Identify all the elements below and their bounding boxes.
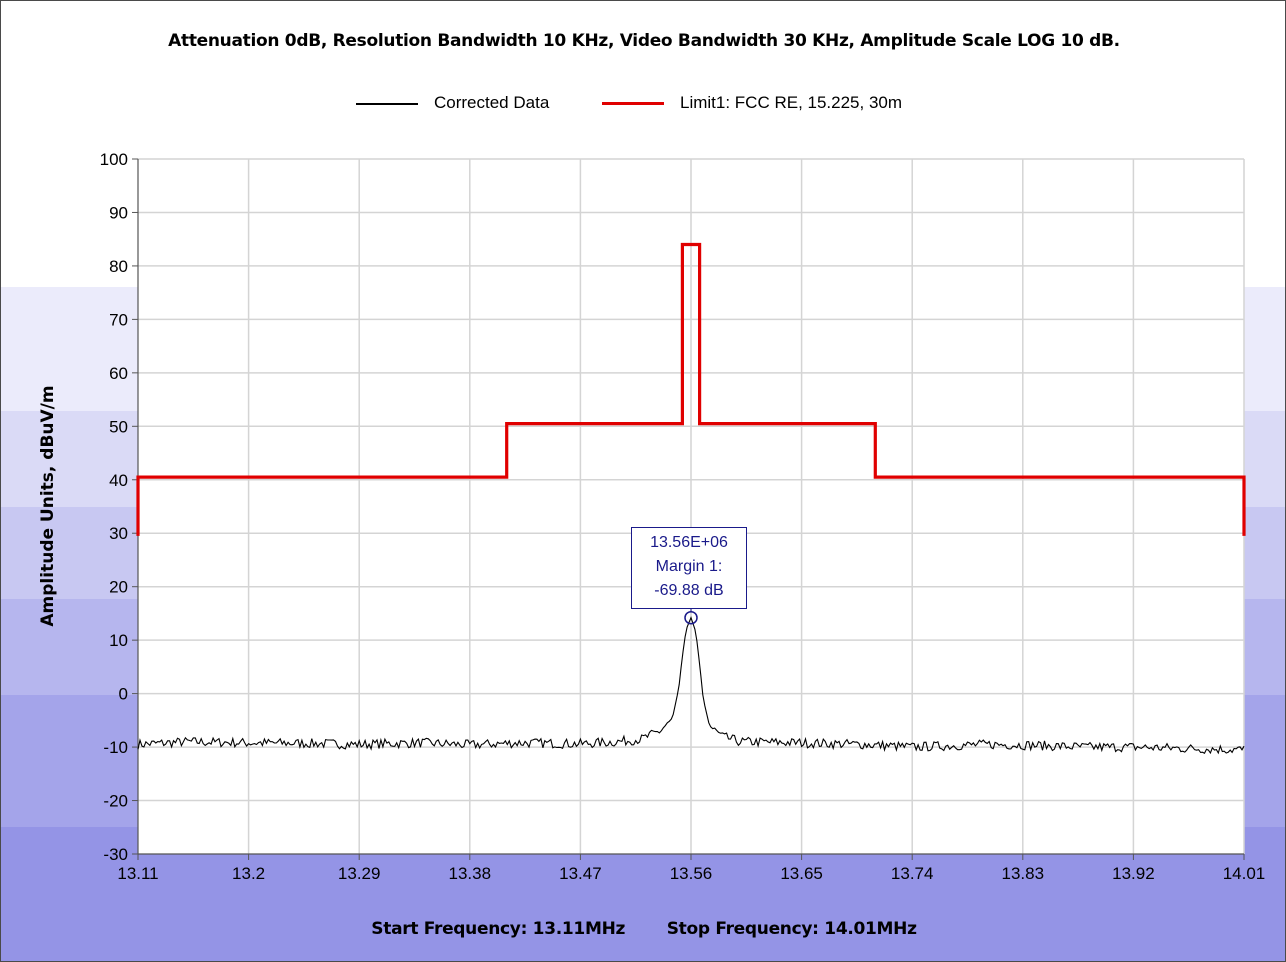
annotation-margin-value: -69.88 dB [654, 582, 724, 599]
x-tick-label: 13.74 [891, 864, 934, 883]
annotation-frequency: 13.56E+06 [650, 534, 728, 551]
x-tick-label: 14.01 [1223, 864, 1266, 883]
legend-label-corrected-data: Corrected Data [434, 93, 550, 112]
y-tick-label: 90 [109, 203, 128, 222]
x-tick-label: 13.11 [117, 864, 158, 883]
chart-title: Attenuation 0dB, Resolution Bandwidth 10… [168, 31, 1120, 51]
y-tick-label: 40 [109, 471, 128, 490]
legend-label-limit1: Limit1: FCC RE, 15.225, 30m [680, 93, 903, 112]
stop-frequency: Stop Frequency: 14.01MHz [666, 919, 917, 939]
y-tick-label: 20 [109, 578, 128, 597]
y-tick-label: 100 [100, 150, 128, 169]
y-tick-label: 60 [109, 364, 128, 383]
y-tick-label: 10 [109, 631, 128, 650]
y-tick-label: 70 [109, 310, 128, 329]
series-limit1 [136, 242, 1246, 536]
x-tick-label: 13.47 [559, 864, 602, 883]
y-tick-label: -20 [103, 792, 128, 811]
marker-layer [684, 609, 698, 625]
x-tick-label: 13.2 [232, 864, 265, 883]
y-tick-label: 0 [119, 685, 128, 704]
y-tick-label: 30 [109, 524, 128, 543]
y-tick-label: 50 [109, 417, 128, 436]
x-tick-label: 13.65 [780, 864, 823, 883]
margin-annotation: 13.56E+06 Margin 1: -69.88 dB [631, 527, 747, 609]
y-tick-label: 80 [109, 257, 128, 276]
series-corrected-data [137, 616, 1245, 755]
x-tick-label: 13.83 [1002, 864, 1045, 883]
x-tick-label: 13.56 [670, 864, 713, 883]
tick-labels: 13.11 13.2 13.29 13.38 13.47 13.56 13.65 13.74 1… [100, 150, 1266, 883]
y-tick-label: -30 [103, 845, 128, 864]
y-tick-label: -10 [103, 738, 128, 757]
x-tick-label: 13.38 [449, 864, 492, 883]
frequency-footer: Start Frequency: 13.11MHz Stop Frequency… [1, 919, 1285, 939]
legend-swatch-corrected-data [356, 103, 418, 105]
legend-swatch-limit1 [602, 102, 664, 105]
x-tick-label: 13.92 [1112, 864, 1155, 883]
start-frequency: Start Frequency: 13.11MHz [371, 919, 626, 939]
annotation-margin-label: Margin 1: [655, 558, 723, 575]
series-layer [136, 242, 1246, 755]
x-tick-label: 13.29 [338, 864, 381, 883]
